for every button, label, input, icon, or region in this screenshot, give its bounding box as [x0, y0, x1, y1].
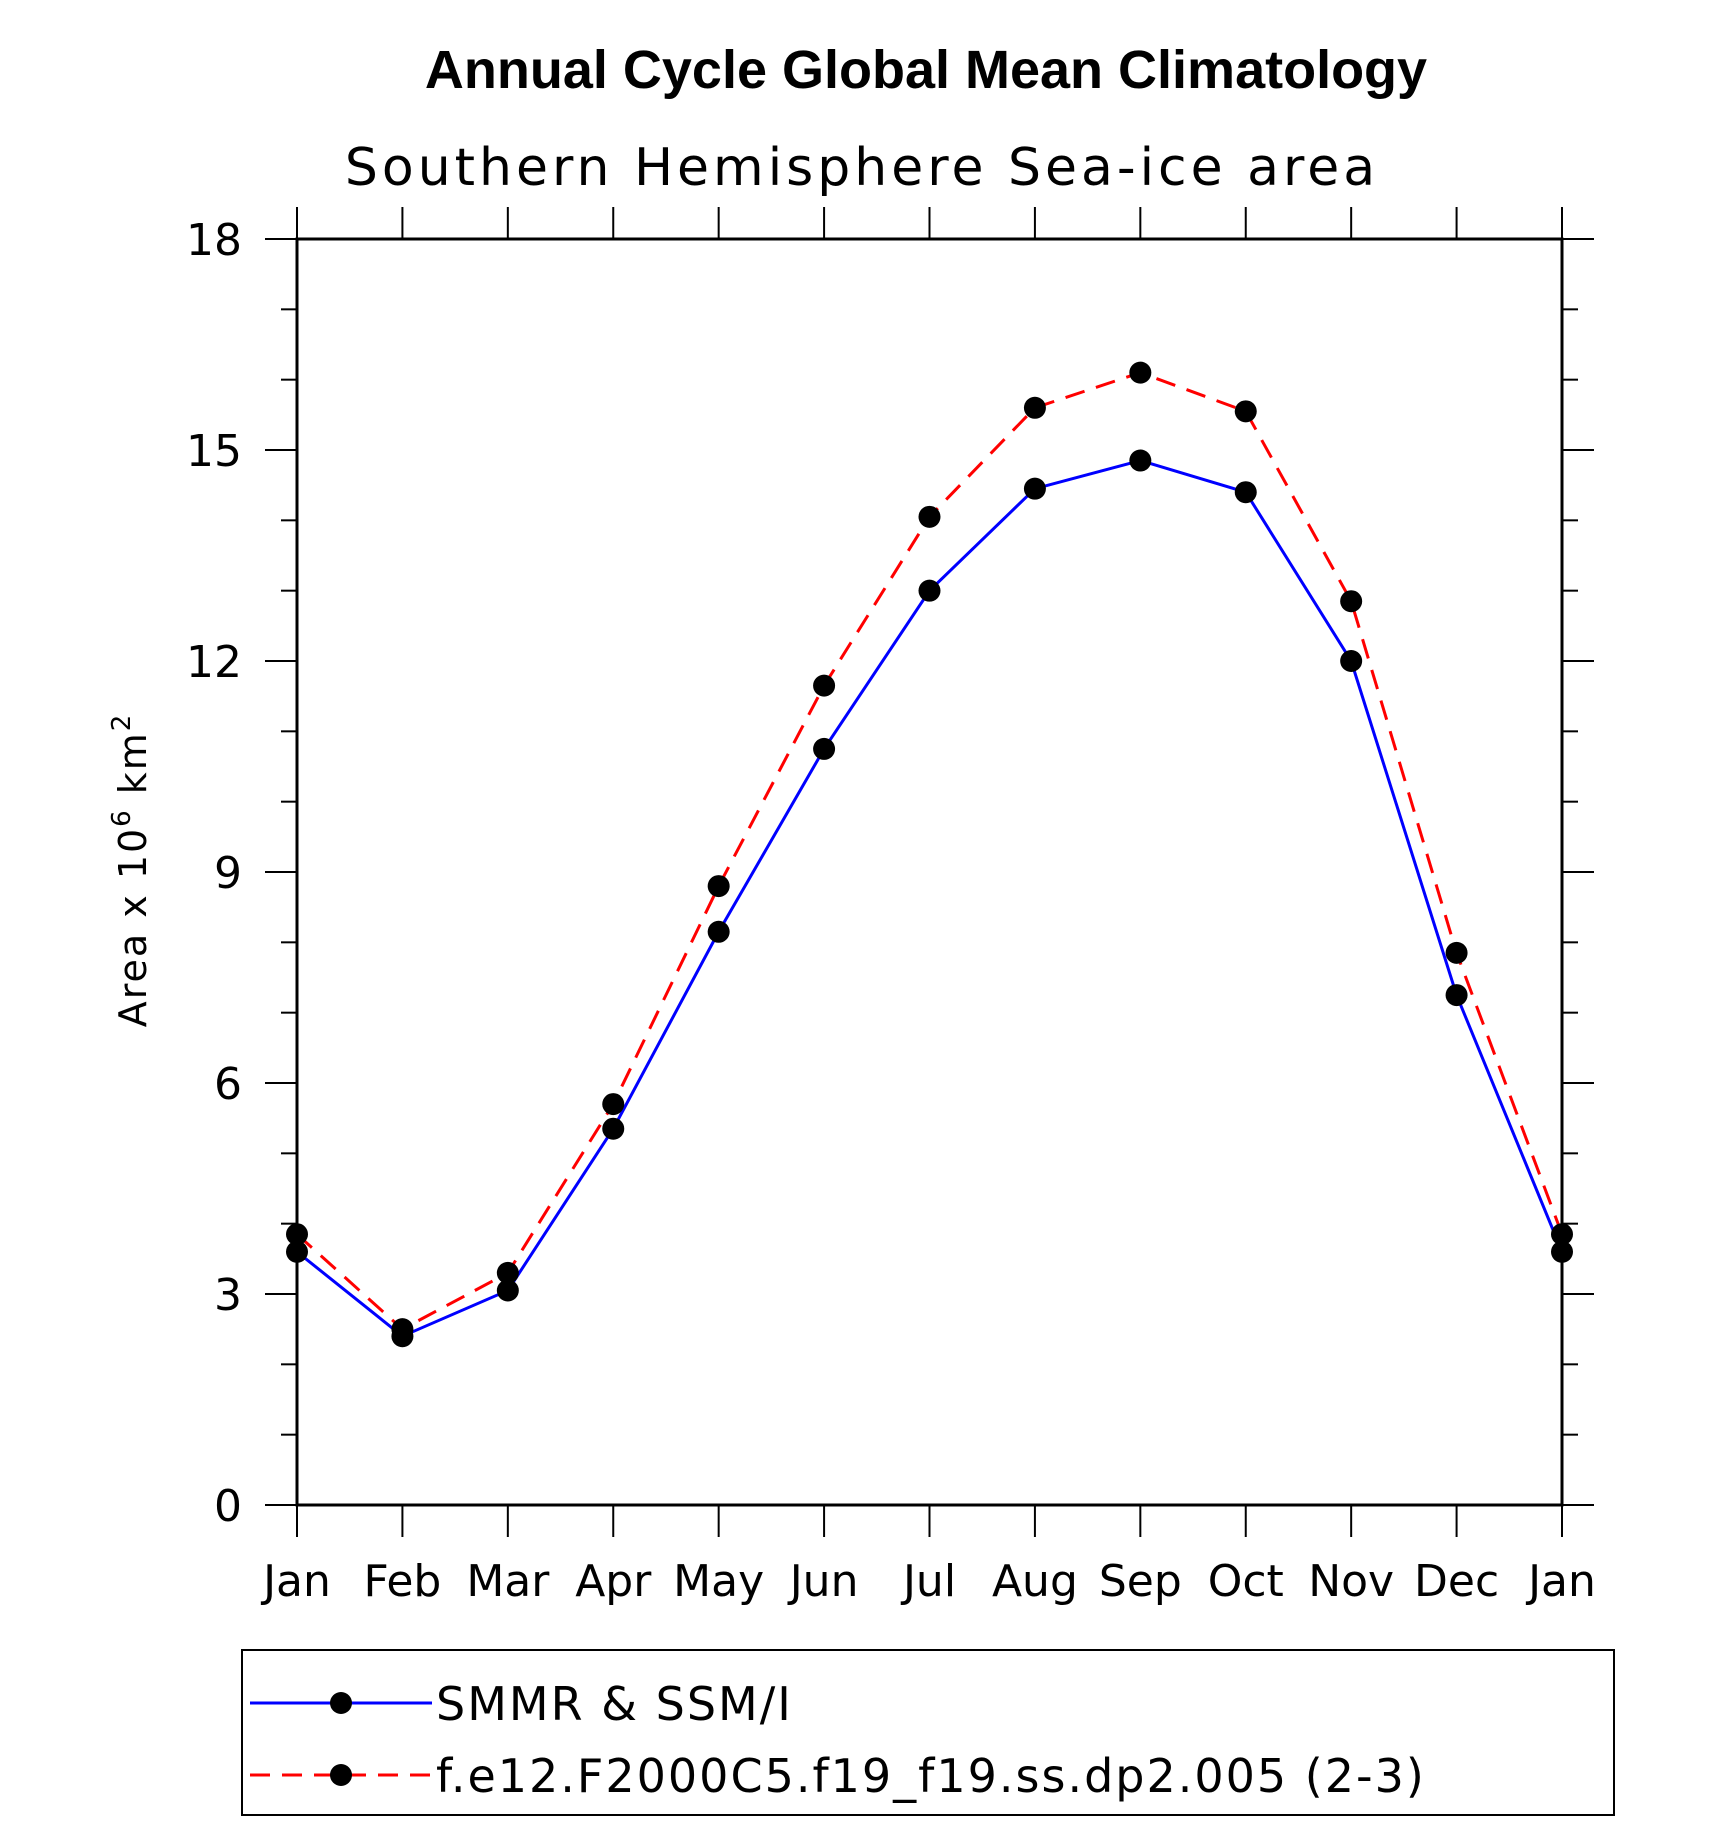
data-point-series-2 [391, 1318, 414, 1341]
data-point-series-1 [286, 1240, 308, 1263]
data-point-series-1 [1023, 477, 1046, 500]
y-tick-label: 9 [214, 848, 242, 899]
data-point-series-1 [1340, 650, 1363, 672]
x-tick-label: Sep [1099, 1556, 1182, 1607]
data-point-series-2 [1129, 361, 1152, 384]
data-point-series-1 [1551, 1240, 1573, 1263]
data-point-series-2 [707, 875, 730, 898]
x-tick-label: Oct [1208, 1556, 1284, 1607]
x-tick-label: May [673, 1556, 764, 1607]
y-axis-label: Area x 106 km2 [107, 713, 155, 1028]
y-tick-label: 15 [186, 426, 242, 477]
data-point-series-2 [1445, 941, 1468, 964]
series-layer [286, 361, 1573, 1348]
x-tick-label: Jul [900, 1556, 956, 1607]
data-point-series-2 [918, 505, 941, 528]
data-point-series-2 [286, 1223, 308, 1246]
legend: SMMR & SSM/I f.e12.F2000C5.f19_f19.ss.dp… [241, 1649, 1615, 1816]
data-point-series-1 [1129, 449, 1152, 472]
legend-marker-series-2 [330, 1764, 352, 1786]
data-point-series-1 [1234, 481, 1257, 504]
data-point-series-2 [496, 1261, 519, 1284]
plot-frame [295, 237, 1564, 1507]
y-axis-label-prefix: Area x 10 [111, 827, 155, 1027]
x-tick-label: Aug [992, 1556, 1078, 1607]
y-axis-label-unit-exponent: 2 [107, 713, 137, 732]
y-axis-label-exponent: 6 [107, 808, 137, 827]
data-point-series-2 [1234, 400, 1257, 423]
y-tick-label: 0 [214, 1481, 242, 1532]
y-axis-ticks: 0 3 6 9 12 15 18 [186, 215, 1594, 1532]
plot-border [295, 237, 1564, 1507]
data-point-series-2 [602, 1093, 625, 1116]
x-tick-label: Jan [260, 1556, 331, 1607]
data-point-series-2 [813, 674, 836, 697]
data-point-series-1 [602, 1117, 625, 1140]
data-point-series-1 [813, 737, 836, 760]
x-tick-label: Jan [1525, 1556, 1596, 1607]
y-tick-label: 6 [214, 1059, 242, 1110]
data-point-series-1 [918, 579, 941, 602]
x-axis-ticks: Jan Feb Mar Apr May Jun Jul Aug Sep Oct Nov Dec Jan [260, 207, 1596, 1607]
data-point-series-1 [496, 1279, 519, 1302]
y-tick-label: 12 [186, 637, 242, 688]
x-tick-label: Nov [1308, 1556, 1394, 1607]
x-tick-label: Jun [787, 1556, 859, 1607]
y-tick-label: 3 [214, 1270, 242, 1321]
x-tick-label: Feb [363, 1556, 441, 1607]
x-tick-label: Dec [1414, 1556, 1499, 1607]
legend-label-series-1: SMMR & SSM/I [436, 1677, 793, 1731]
legend-label-series-2: f.e12.F2000C5.f19_f19.ss.dp2.005 (2-3) [436, 1749, 1426, 1803]
data-point-series-1 [1445, 984, 1468, 1007]
y-tick-label: 18 [186, 215, 242, 266]
data-point-series-2 [1340, 590, 1363, 613]
y-axis-label-unit: km [111, 731, 155, 794]
chart-title: Annual Cycle Global Mean Climatology [425, 40, 1427, 100]
data-point-series-2 [1551, 1223, 1573, 1246]
x-tick-label: Apr [575, 1556, 652, 1607]
data-point-series-1 [707, 920, 730, 943]
chart-subtitle: Southern Hemisphere Sea-ice area [345, 138, 1379, 198]
legend-box [241, 1649, 1615, 1816]
data-point-series-2 [1023, 396, 1046, 419]
x-tick-label: Mar [466, 1556, 550, 1607]
legend-marker-series-1 [330, 1692, 352, 1714]
